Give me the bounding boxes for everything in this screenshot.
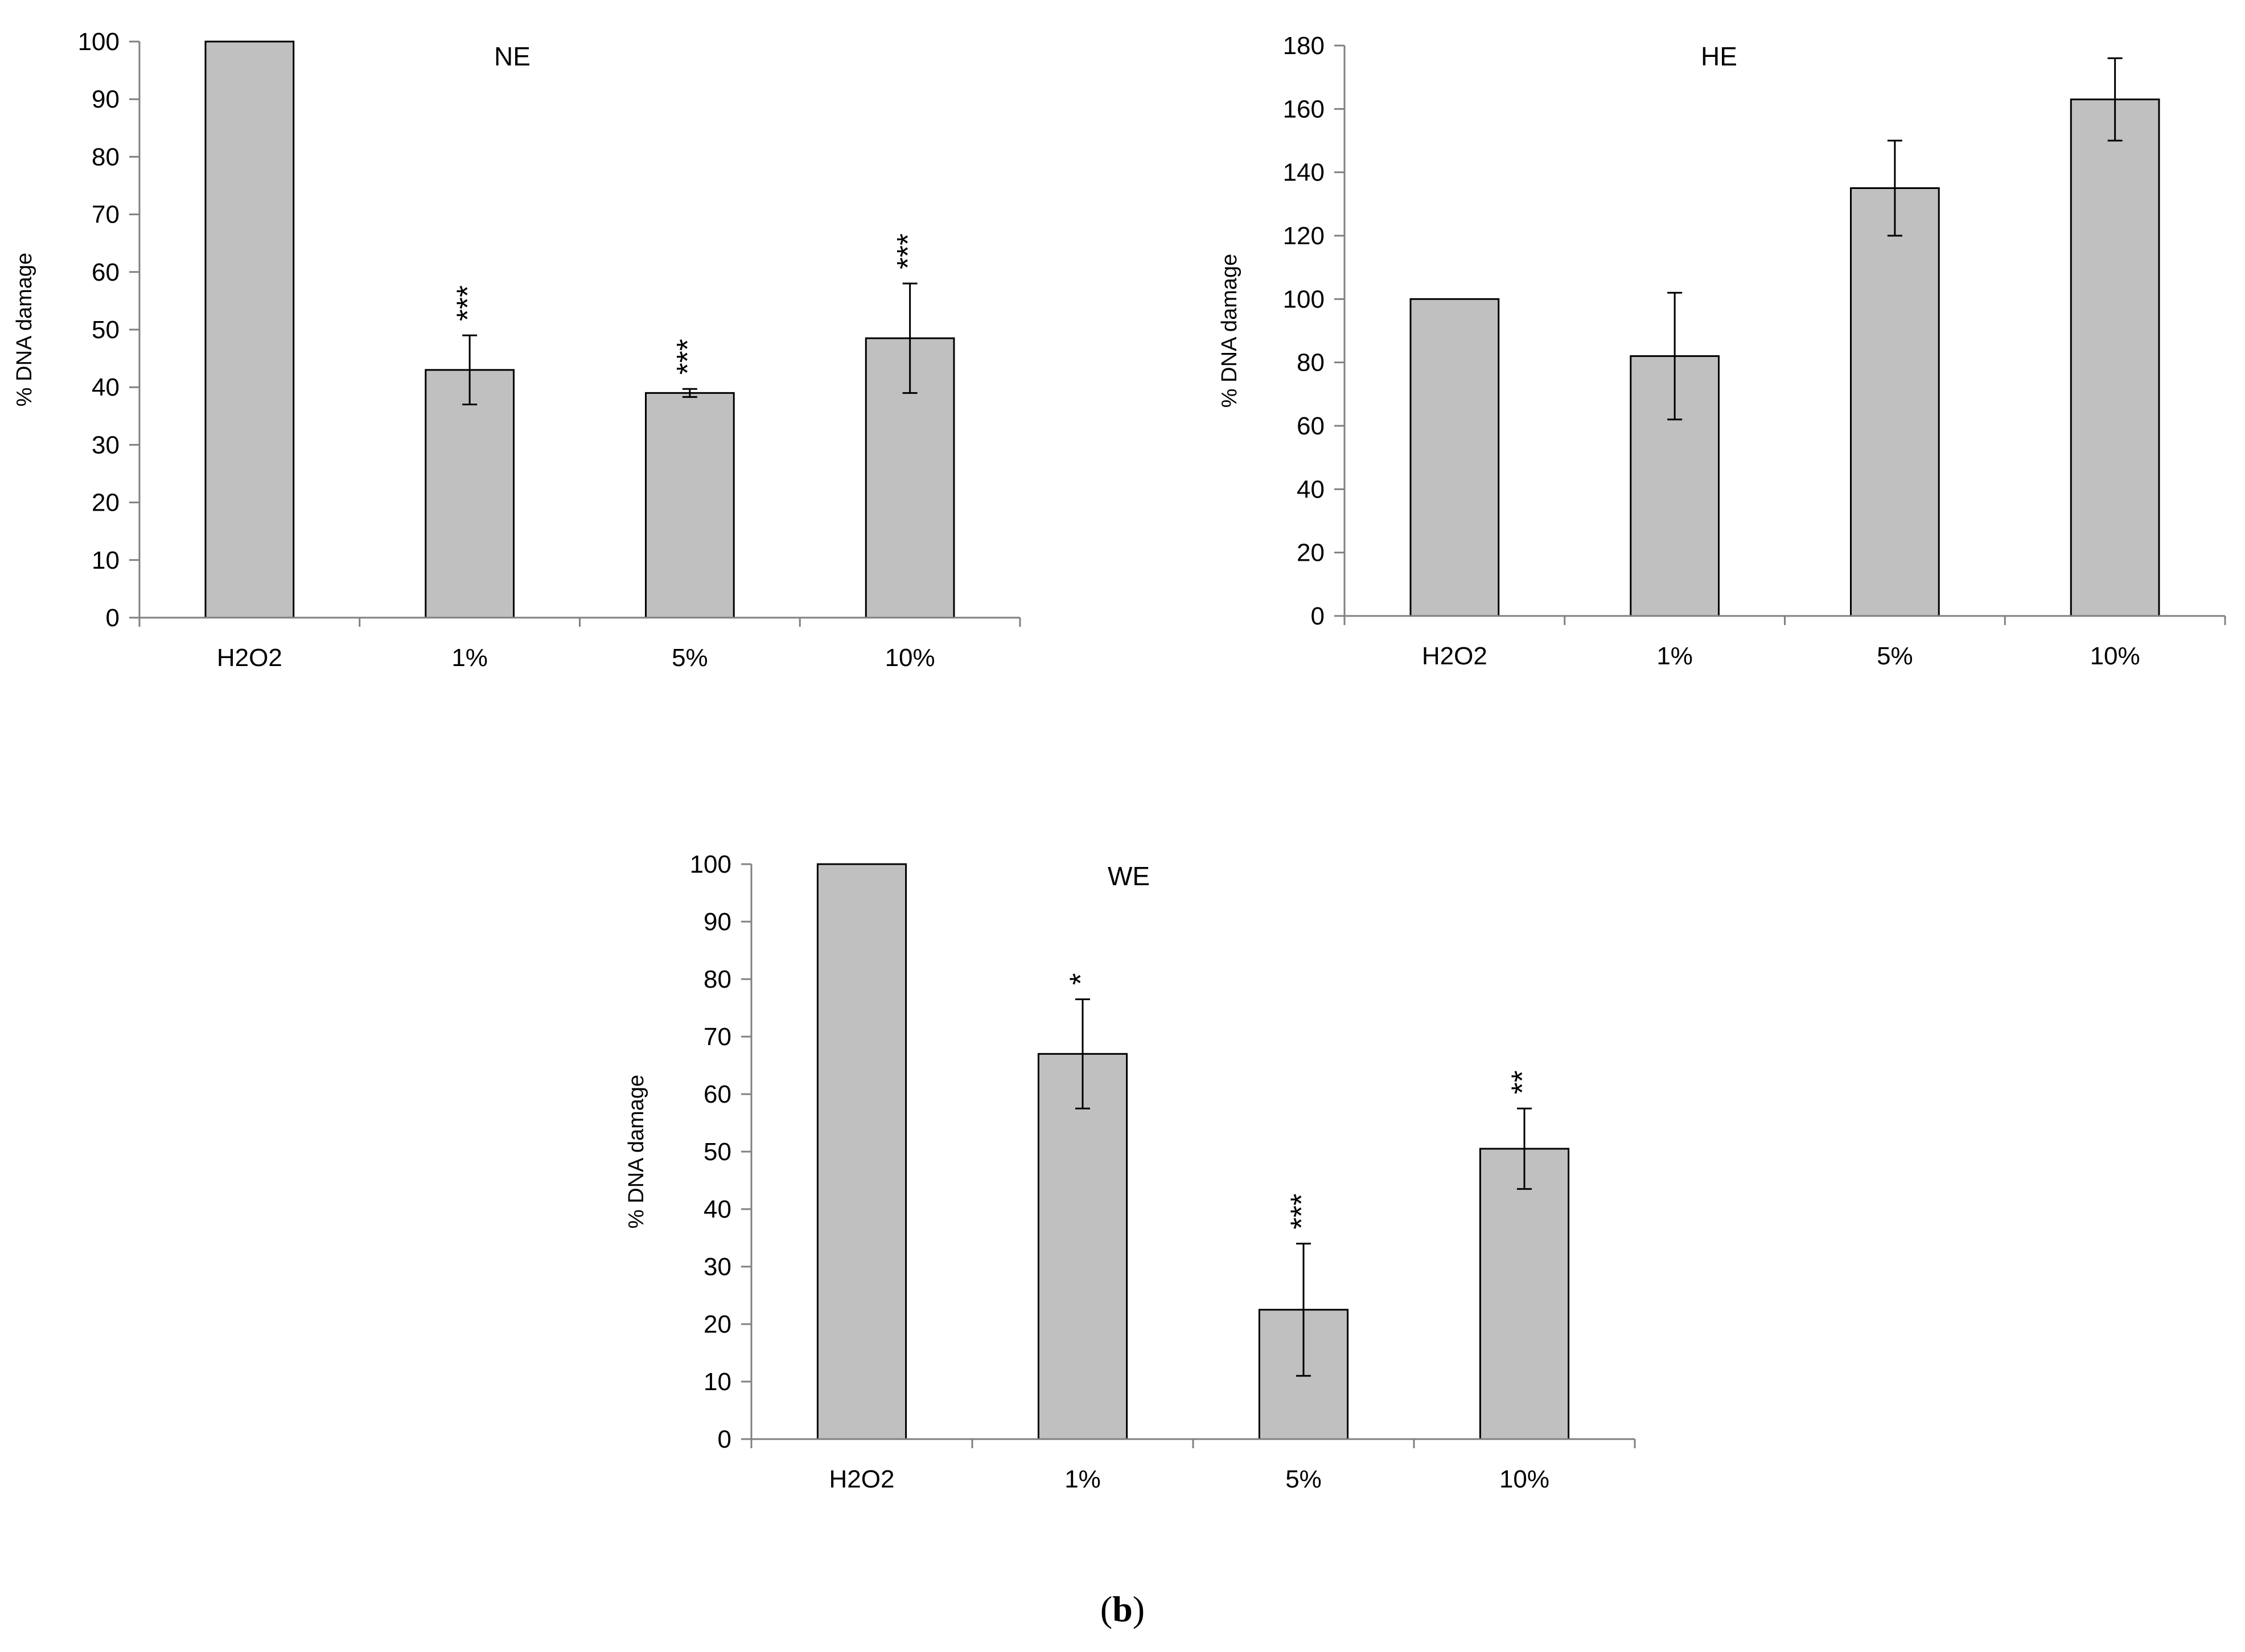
y-tick-label: 180 [1283,32,1325,60]
y-tick-label: 80 [704,965,731,993]
caption-close-paren: ) [1132,1589,1145,1629]
y-tick-label: 20 [1297,539,1325,567]
y-axis-label: % DNA damage [624,1075,648,1228]
x-tick-label: 1% [1064,1465,1101,1493]
figure-caption: (b) [0,1588,2245,1630]
x-tick-label: H2O2 [217,644,282,672]
x-tick-label: 10% [885,644,935,672]
y-tick-label: 40 [704,1195,731,1223]
significance-marker: *** [671,339,705,375]
y-tick-label: 60 [704,1080,731,1108]
significance-marker: * [1063,973,1097,985]
x-tick-label: 5% [1877,642,1913,670]
caption-open-paren: ( [1100,1589,1113,1629]
chart-title: NE [494,42,531,71]
y-tick-label: 60 [1297,412,1325,440]
chart-he: 0 20 40 60 80 100 120 140 160 180 % DNA damage H2O2… [1218,32,2226,670]
chart-ne: 0 10 20 30 40 50 60 70 80 90 100 % DNA damage H2O2 **… [13,28,1021,672]
y-tick-label: 120 [1283,222,1325,250]
bar [645,392,735,619]
y-tick-label: 20 [704,1310,731,1338]
y-tick-label: 20 [92,489,120,517]
chart-we: 0 10 20 30 40 50 60 70 80 90 100 % DNA damage H2O2 * 1… [624,850,1636,1493]
y-tick-label: 40 [92,373,120,401]
x-tick-label: 5% [1285,1465,1322,1493]
x-tick-label: H2O2 [829,1465,895,1493]
bar [425,369,515,619]
y-tick-label: 50 [92,316,120,344]
bar [816,863,907,1440]
y-tick-label: 100 [690,850,731,878]
y-tick-label: 90 [704,908,731,936]
y-tick-label: 10 [92,546,120,574]
y-tick-label: 0 [718,1425,731,1453]
y-tick-label: 30 [92,431,120,459]
x-tick-label: 1% [1656,642,1693,670]
x-tick-label: 1% [451,644,488,672]
y-tick-label: 70 [92,201,120,229]
x-tick-label: H2O2 [1422,642,1487,670]
y-tick-label: 50 [704,1138,731,1166]
y-tick-label: 160 [1283,95,1325,123]
bar [1850,187,1940,617]
y-tick-label: 140 [1283,159,1325,187]
bar [1037,1053,1128,1440]
y-tick-label: 100 [78,28,120,56]
chart-title: WE [1108,861,1150,891]
y-tick-label: 40 [1297,475,1325,503]
y-tick-label: 100 [1283,285,1325,313]
bar [1409,298,1500,617]
x-tick-label: 5% [672,644,708,672]
y-tick-label: 70 [704,1023,731,1051]
y-tick-label: 80 [92,143,120,171]
significance-marker: *** [891,233,925,269]
chart-title: HE [1701,42,1737,71]
x-tick-label: 10% [1499,1465,1549,1493]
x-tick-label: 10% [2090,642,2140,670]
significance-marker: ** [1505,1070,1539,1094]
y-tick-label: 0 [1311,602,1325,630]
y-tick-label: 0 [106,604,120,632]
y-axis-label: % DNA damage [1218,254,1241,408]
y-tick-label: 30 [704,1253,731,1281]
y-tick-label: 80 [1297,349,1325,377]
y-tick-label: 60 [92,258,120,286]
bar [1479,1148,1570,1440]
bar [204,40,295,619]
y-tick-label: 10 [704,1368,731,1396]
y-axis-label: % DNA damage [13,253,36,406]
y-tick-label: 90 [92,85,120,113]
caption-letter: b [1112,1589,1133,1629]
bar [2070,98,2160,617]
significance-marker: *** [450,285,484,321]
significance-marker: *** [1284,1194,1318,1230]
